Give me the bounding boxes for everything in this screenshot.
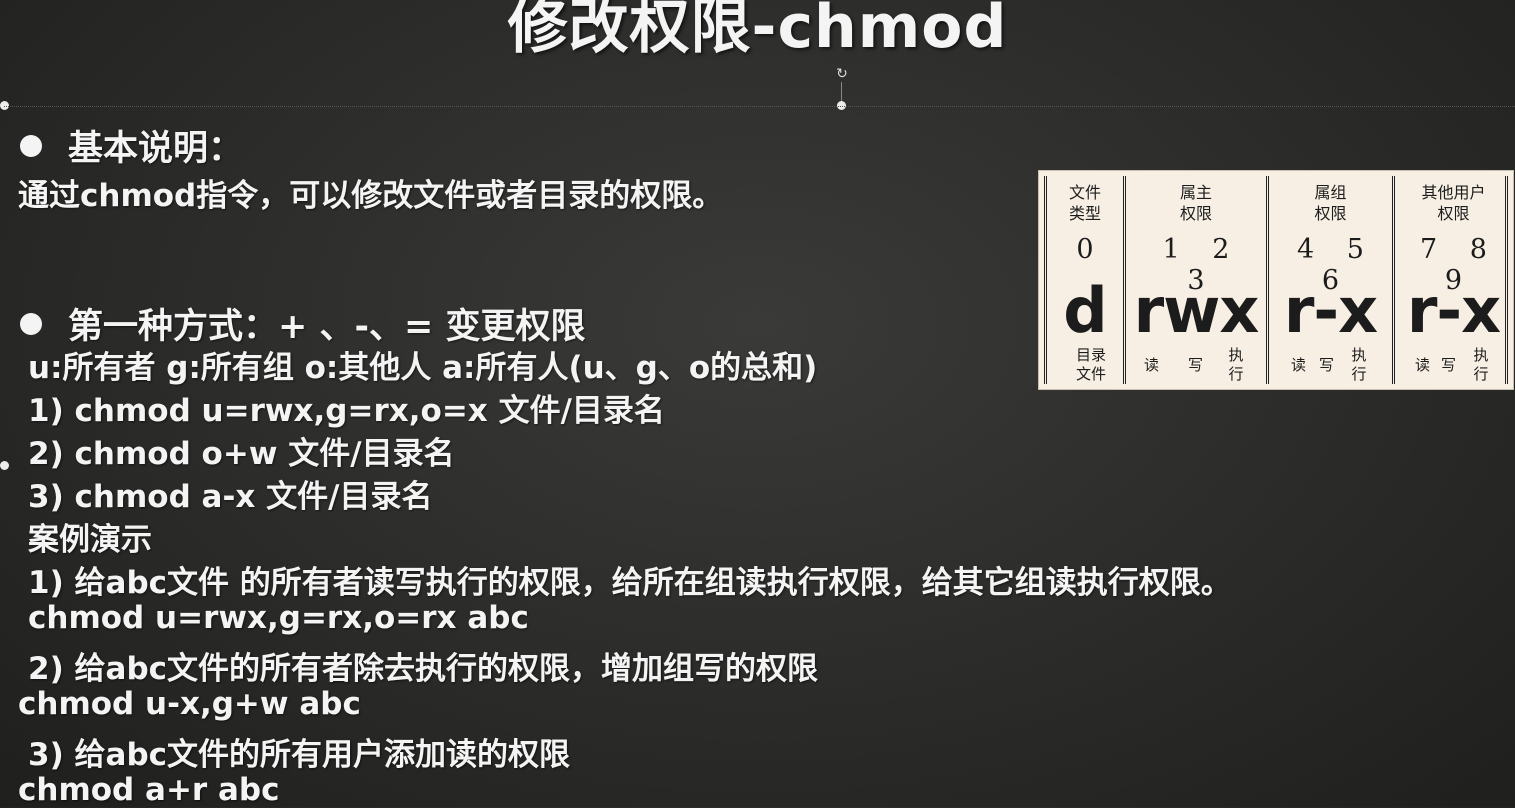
bullet-icon <box>20 135 42 157</box>
perm-head-line: 类型 <box>1068 204 1101 223</box>
perm-head-line: 文件 <box>1068 183 1101 202</box>
case-cmd: chmod u-x,g+w abc <box>18 686 361 722</box>
perm-symbol: rwx <box>1133 274 1260 347</box>
case-cmd: chmod a+r abc <box>18 772 280 808</box>
perm-head-line: 属主 <box>1179 183 1212 202</box>
perm-foot-label: 写 <box>1188 356 1204 374</box>
perm-foot: 读 写 执行 <box>1126 346 1266 386</box>
perm-foot-label: 目录文件 <box>1075 346 1106 383</box>
example-line: 2) chmod o+w 文件/目录名 <box>28 436 455 472</box>
resize-handle-top[interactable] <box>837 101 846 110</box>
perm-foot-label: 读 <box>1291 356 1307 374</box>
resize-handle-left[interactable] <box>0 461 9 470</box>
perm-head: 属主 权限 <box>1126 182 1266 224</box>
perm-col-owner: 属主 权限 1 2 3 rwx 读 写 执行 <box>1123 176 1266 384</box>
example-line: 3) chmod a-x 文件/目录名 <box>28 479 433 515</box>
case-desc: 3) 给abc文件的所有用户添加读的权限 <box>28 737 571 773</box>
perm-foot: 目录文件 <box>1047 346 1123 386</box>
perm-head: 文件 类型 <box>1047 182 1123 224</box>
perm-nums: 7 8 9 <box>1420 234 1499 296</box>
perm-nums: 4 5 6 <box>1297 234 1376 296</box>
textbox-border <box>4 106 1515 107</box>
example-line: 1) chmod u=rwx,g=rx,o=x 文件/目录名 <box>28 393 665 429</box>
case-desc: 1) 给abc文件 的所有者读写执行的权限，给所在组读执行权限，给其它组读执行权… <box>28 565 1232 601</box>
method1-legend: u:所有者 g:所有组 o:其他人 a:所有人(u、g、o的总和) <box>28 350 818 386</box>
perm-foot-label: 读 <box>1144 356 1160 374</box>
permission-diagram-frame: 文件 类型 0 d 目录文件 属主 权限 1 2 3 rwx 读 写 <box>1044 176 1508 384</box>
perm-foot: 读 写 执行 <box>1395 346 1512 386</box>
perm-symbol: r-x <box>1406 274 1501 347</box>
rotate-handle-icon[interactable]: ↻ <box>836 66 848 82</box>
resize-handle-top-left[interactable] <box>0 101 9 110</box>
method1-heading: 第一种方式：+ 、-、= 变更权限 <box>20 298 586 349</box>
bullet-icon <box>20 313 42 335</box>
perm-foot-label: 写 <box>1319 356 1335 374</box>
perm-nums: 1 2 3 <box>1162 234 1242 296</box>
perm-foot-label: 执行 <box>1228 346 1244 383</box>
rotate-handle-line <box>841 82 842 102</box>
perm-symbol: r-x <box>1283 274 1378 347</box>
basic-heading-text: 基本说明： <box>68 129 244 169</box>
slide-title: 修改权限-chmod <box>507 0 1008 62</box>
perm-nums: 0 <box>1076 234 1106 265</box>
basic-heading: 基本说明： <box>20 120 243 171</box>
perm-foot: 读 写 执行 <box>1269 346 1392 386</box>
permission-diagram: 文件 类型 0 d 目录文件 属主 权限 1 2 3 rwx 读 写 <box>1038 170 1514 390</box>
perm-col-others: 其他用户 权限 7 8 9 r-x 读 写 执行 <box>1392 176 1512 384</box>
perm-foot-label: 读 <box>1415 356 1431 374</box>
perm-col-group: 属组 权限 4 5 6 r-x 读 写 执行 <box>1266 176 1392 384</box>
perm-col-type: 文件 类型 0 d 目录文件 <box>1047 176 1123 384</box>
perm-symbol: d <box>1063 274 1107 347</box>
case-title: 案例演示 <box>28 522 152 558</box>
basic-text: 通过chmod指令，可以修改文件或者目录的权限。 <box>18 178 724 214</box>
perm-foot-label: 执行 <box>1473 346 1489 383</box>
perm-foot-label: 执行 <box>1351 346 1367 383</box>
perm-head-line: 权限 <box>1179 204 1212 223</box>
perm-head-line: 权限 <box>1437 204 1470 223</box>
case-desc: 2) 给abc文件的所有者除去执行的权限，增加组写的权限 <box>28 651 819 687</box>
perm-head-line: 权限 <box>1314 204 1347 223</box>
perm-head: 属组 权限 <box>1269 182 1392 224</box>
case-cmd: chmod u=rwx,g=rx,o=rx abc <box>28 600 529 636</box>
perm-head: 其他用户 权限 <box>1395 182 1512 224</box>
perm-head-line: 其他用户 <box>1421 183 1486 202</box>
perm-head-line: 属组 <box>1314 183 1347 202</box>
perm-foot-label: 写 <box>1441 356 1457 374</box>
method1-heading-text: 第一种方式：+ 、-、= 变更权限 <box>68 307 586 347</box>
